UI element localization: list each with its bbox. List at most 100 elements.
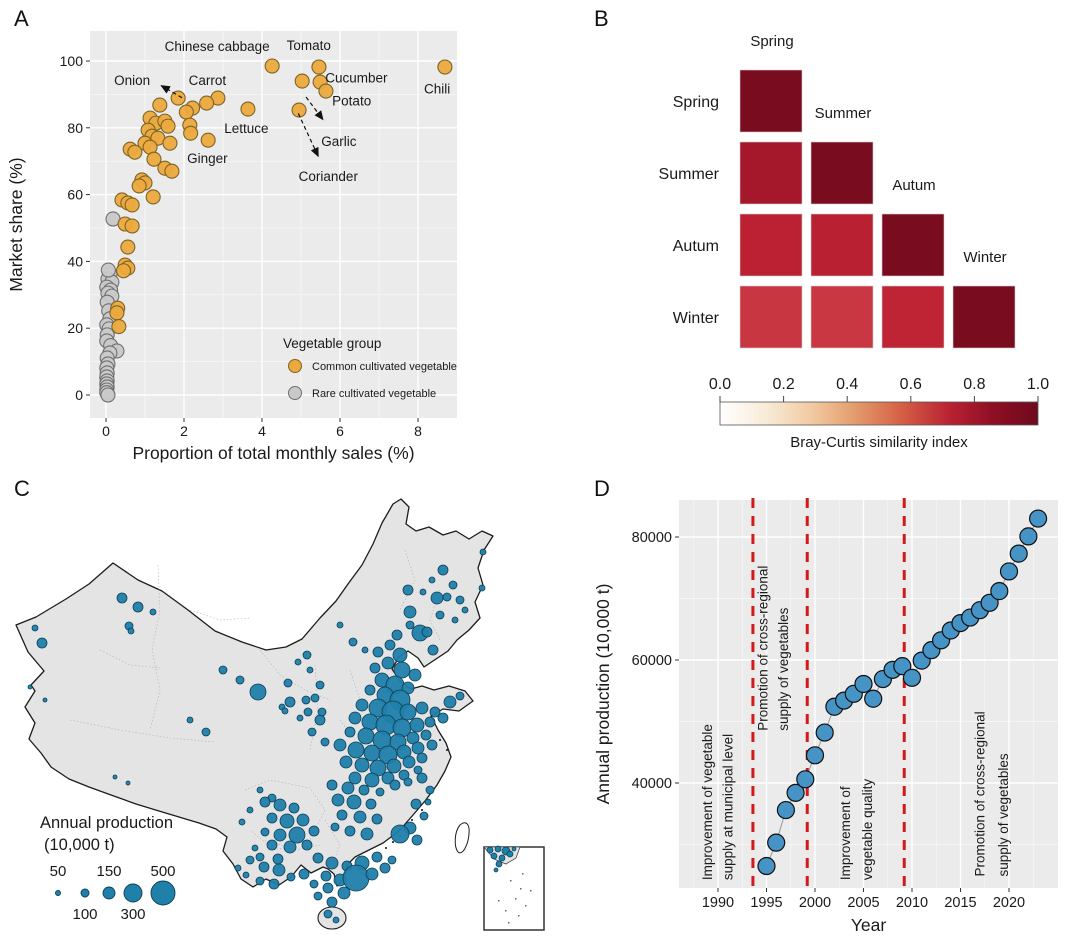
map-legend-size-label: 50 xyxy=(50,863,67,880)
inset-bubble xyxy=(494,845,502,853)
row-label: Winter xyxy=(673,310,720,327)
inset-island-speck xyxy=(498,900,500,902)
production-bubble xyxy=(218,665,228,675)
production-bubble xyxy=(402,584,414,596)
legend-item-label: Common cultivated vegetable xyxy=(312,361,457,373)
panel-c-letter: C xyxy=(14,476,30,501)
inset-island-speck xyxy=(508,922,510,924)
production-bubble xyxy=(306,666,314,674)
policy-annotation: supply of vegetables xyxy=(996,753,1011,876)
panel-d-letter: D xyxy=(594,476,610,501)
y-axis-title: Market share (%) xyxy=(6,157,26,291)
vegetable-label: Chili xyxy=(424,82,450,97)
production-bubble xyxy=(272,853,284,865)
production-point xyxy=(796,770,815,789)
production-bubble xyxy=(342,864,370,892)
production-bubble xyxy=(27,684,33,690)
production-bubble xyxy=(234,864,242,872)
taiwan-outline xyxy=(454,822,470,854)
x-tick-label: 1995 xyxy=(750,895,782,911)
production-bubble xyxy=(391,629,403,641)
legend-item-label: Rare cultivated vegetable xyxy=(312,388,436,400)
production-bubble xyxy=(132,601,144,613)
coast-speck xyxy=(385,847,387,849)
coast-speck xyxy=(446,749,448,751)
production-bubble xyxy=(283,840,297,854)
common-vegetable-point xyxy=(145,189,161,205)
panel-a-letter: A xyxy=(14,6,29,31)
production-bubble xyxy=(149,608,157,616)
production-bubble xyxy=(288,802,300,814)
x-tick-label: 8 xyxy=(414,423,422,439)
production-bubble xyxy=(364,684,376,696)
production-bubble xyxy=(341,781,355,795)
production-point xyxy=(815,723,834,742)
production-bubble xyxy=(331,793,345,807)
production-bubble xyxy=(325,856,339,870)
production-bubble xyxy=(336,621,344,629)
common-vegetable-point xyxy=(183,125,199,141)
rare-vegetable-point xyxy=(100,387,116,403)
production-bubble xyxy=(272,863,286,877)
map-legend-size-label: 500 xyxy=(150,863,175,880)
x-tick-label: 2020 xyxy=(993,895,1025,911)
production-bubble xyxy=(403,777,413,787)
common-vegetable-point xyxy=(240,101,256,117)
map-legend-title: Annual production xyxy=(40,814,173,832)
x-tick-label: 6 xyxy=(336,423,344,439)
coast-speck xyxy=(411,819,413,821)
production-bubble xyxy=(308,825,320,837)
production-bubble xyxy=(364,772,380,788)
production-point xyxy=(786,783,805,802)
heatmap-cell xyxy=(739,141,803,205)
province-border xyxy=(189,609,251,621)
production-bubble xyxy=(31,624,39,632)
production-point xyxy=(980,593,999,612)
province-border xyxy=(99,649,161,669)
rare-vegetable-point xyxy=(100,262,116,278)
production-bubble xyxy=(284,696,296,708)
production-bubble xyxy=(296,813,310,827)
x-tick-label: 1990 xyxy=(702,895,734,911)
vegetable-label: Onion xyxy=(114,73,150,88)
hainan-outline xyxy=(317,906,347,930)
production-point xyxy=(1019,527,1038,546)
production-bubble xyxy=(317,707,327,717)
vegetable-label: Ginger xyxy=(187,151,228,166)
inset-bubble xyxy=(495,860,503,868)
production-bubble xyxy=(425,785,435,795)
policy-annotation: supply of vegetables xyxy=(776,607,791,730)
production-bubble xyxy=(256,786,264,794)
production-bubble xyxy=(416,772,428,784)
production-bubble xyxy=(288,826,306,844)
y-tick-label: 80 xyxy=(67,120,83,136)
province-border xyxy=(399,549,416,611)
x-axis-title: Proportion of total monthly sales (%) xyxy=(132,443,414,463)
production-bubble xyxy=(346,794,362,810)
common-vegetable-point xyxy=(111,318,127,335)
row-label: Summer xyxy=(659,166,720,183)
inset-island-speck xyxy=(530,890,532,892)
production-bubble xyxy=(201,727,211,737)
map-legend-bubble xyxy=(102,886,116,900)
production-bubble xyxy=(360,827,374,841)
policy-annotation: Promotion of cross-regional xyxy=(755,566,770,731)
coast-speck xyxy=(392,841,394,843)
production-bubble xyxy=(443,695,457,709)
production-bubble xyxy=(186,716,194,724)
production-bubble xyxy=(357,727,375,745)
y-tick-label: 20 xyxy=(67,320,83,336)
common-vegetable-point xyxy=(146,151,162,167)
production-bubble xyxy=(313,891,323,901)
heatmap-cell xyxy=(881,213,945,277)
panel-d-timeseries: Improvement of vegetable supply at munici… xyxy=(533,470,1066,940)
production-bubble xyxy=(371,813,383,825)
x-axis-title: Year xyxy=(851,915,887,935)
coriander-arrow xyxy=(297,113,319,158)
production-bubble xyxy=(451,616,459,624)
south-china-sea-inset xyxy=(483,846,545,931)
production-bubble xyxy=(392,647,408,663)
column-label: Summer xyxy=(815,105,872,122)
production-bubble xyxy=(421,626,433,638)
vegetable-label: Tomato xyxy=(287,38,331,53)
